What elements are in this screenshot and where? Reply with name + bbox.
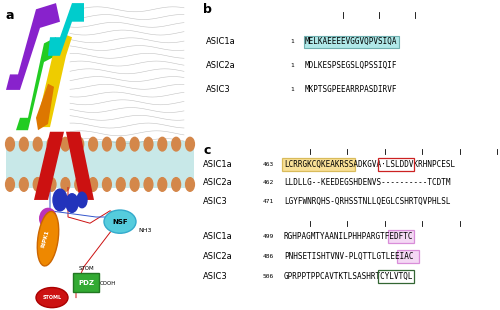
Text: MELKAEEEEVGGVQPVSIQA: MELKAEEEEVGGVQPVSIQA: [305, 37, 398, 46]
Circle shape: [61, 178, 70, 191]
Circle shape: [116, 178, 125, 191]
Text: PDZ: PDZ: [78, 280, 94, 286]
Circle shape: [88, 137, 98, 151]
Text: c: c: [203, 144, 210, 157]
Circle shape: [75, 178, 84, 191]
Polygon shape: [16, 37, 56, 130]
Text: 1: 1: [290, 87, 294, 92]
Circle shape: [102, 178, 112, 191]
Circle shape: [186, 178, 194, 191]
Circle shape: [47, 178, 56, 191]
Text: LLDLLG--KEEDEGSHDENVS----------TCDTM: LLDLLG--KEEDEGSHDENVS----------TCDTM: [284, 178, 450, 187]
Circle shape: [130, 178, 139, 191]
Text: ASIC3: ASIC3: [203, 197, 228, 206]
Text: ASIC1a: ASIC1a: [203, 160, 233, 169]
Circle shape: [186, 137, 194, 151]
Text: 462: 462: [263, 180, 274, 185]
Text: STOM: STOM: [78, 266, 94, 271]
Text: ASIC2a: ASIC2a: [206, 61, 236, 70]
Polygon shape: [38, 34, 72, 127]
Circle shape: [158, 178, 166, 191]
Circle shape: [172, 178, 180, 191]
Text: a: a: [6, 9, 14, 22]
Ellipse shape: [39, 208, 57, 229]
Text: ASIC1a: ASIC1a: [206, 37, 236, 46]
Text: NSF: NSF: [112, 219, 128, 225]
Circle shape: [144, 178, 153, 191]
Circle shape: [77, 192, 87, 208]
Text: ASIC1a: ASIC1a: [203, 232, 233, 241]
Text: 471: 471: [263, 199, 274, 204]
FancyBboxPatch shape: [397, 250, 418, 263]
Text: MKPTSGPEEARRPASDIRVF: MKPTSGPEEARRPASDIRVF: [305, 85, 398, 94]
Polygon shape: [48, 3, 84, 56]
Circle shape: [158, 137, 166, 151]
Polygon shape: [66, 132, 94, 200]
Ellipse shape: [36, 288, 68, 308]
Text: STOML: STOML: [42, 295, 62, 300]
Text: RGHPAGMTYAANILPHHPARGTFEDFTC: RGHPAGMTYAANILPHHPARGTFEDFTC: [284, 232, 414, 241]
FancyBboxPatch shape: [388, 230, 414, 243]
Text: 506: 506: [263, 274, 274, 279]
Text: LCRRGKCQKEAKRSSADKGVA·LSLDDVKRHNPCESL: LCRRGKCQKEAKRSSADKGVA·LSLDDVKRHNPCESL: [284, 160, 455, 169]
Text: PNHSETISHTVNV-PLQTTLGTLEEIAC: PNHSETISHTVNV-PLQTTLGTLEEIAC: [284, 252, 414, 261]
Text: MDLKESPSEGSLQPSSIQIF: MDLKESPSEGSLQPSSIQIF: [305, 61, 398, 70]
Text: ASIC2a: ASIC2a: [203, 252, 233, 261]
FancyBboxPatch shape: [74, 273, 98, 292]
Text: 463: 463: [263, 162, 274, 167]
Circle shape: [47, 137, 56, 151]
Circle shape: [6, 178, 15, 191]
Text: 499: 499: [263, 234, 274, 239]
FancyBboxPatch shape: [282, 158, 355, 171]
Polygon shape: [36, 84, 54, 130]
Circle shape: [102, 137, 112, 151]
Text: ASIC3: ASIC3: [203, 272, 228, 281]
Circle shape: [20, 178, 28, 191]
Text: ASIC3: ASIC3: [206, 85, 231, 94]
Circle shape: [61, 137, 70, 151]
Circle shape: [144, 137, 153, 151]
Polygon shape: [34, 132, 64, 200]
Ellipse shape: [38, 211, 58, 266]
Circle shape: [53, 189, 67, 211]
Text: COOH: COOH: [100, 281, 116, 286]
Text: RIPK1: RIPK1: [40, 229, 50, 248]
Circle shape: [172, 137, 180, 151]
Text: 1: 1: [290, 63, 294, 68]
Text: 486: 486: [263, 254, 274, 259]
Text: 1: 1: [290, 39, 294, 44]
Circle shape: [88, 178, 98, 191]
Ellipse shape: [104, 210, 136, 233]
Circle shape: [6, 137, 15, 151]
Polygon shape: [6, 3, 60, 90]
Circle shape: [34, 137, 42, 151]
Text: b: b: [203, 3, 212, 16]
Circle shape: [66, 194, 78, 212]
Text: ASIC2a: ASIC2a: [203, 178, 233, 187]
Text: NH3: NH3: [138, 228, 151, 233]
Circle shape: [20, 137, 28, 151]
Circle shape: [116, 137, 125, 151]
Circle shape: [34, 178, 42, 191]
Circle shape: [130, 137, 139, 151]
Text: LGYFWNRQHS-QRHSSTNLLQEGLCSHRTQVPHLSL: LGYFWNRQHS-QRHSSTNLLQEGLCSHRTQVPHLSL: [284, 197, 450, 206]
Bar: [6, 141, 194, 188]
Text: GPRPPTPPCAVTKTLSASHRTCYLVTQL: GPRPPTPPCAVTKTLSASHRTCYLVTQL: [284, 272, 414, 281]
Circle shape: [75, 137, 84, 151]
